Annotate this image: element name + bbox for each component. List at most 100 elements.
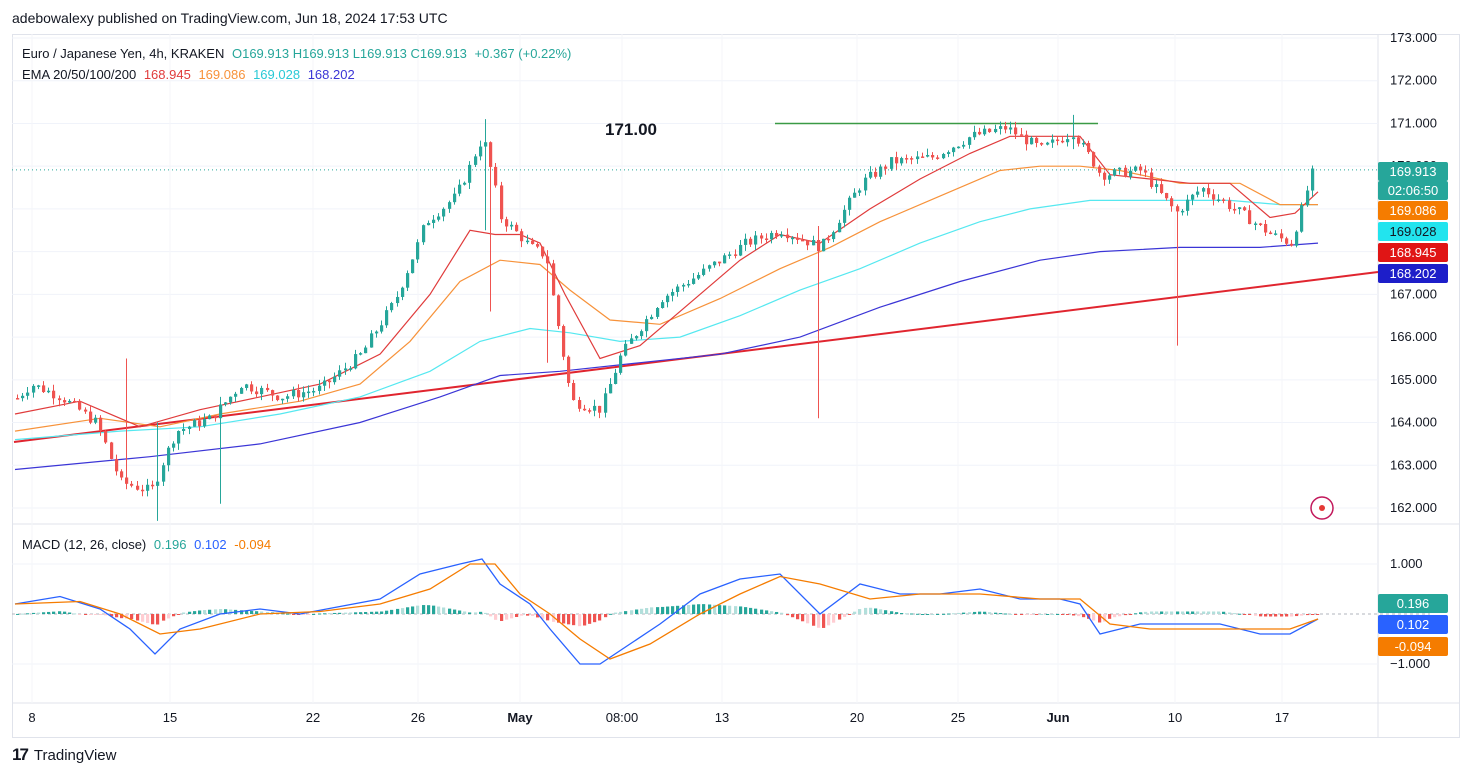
macd-histogram-bar — [1061, 614, 1065, 615]
macd-histogram-bar — [531, 614, 535, 616]
candle-body — [1254, 223, 1258, 225]
macd-histogram-bar — [968, 612, 972, 614]
macd-histogram-bar — [640, 608, 644, 614]
macd-tick-label: 1.000 — [1390, 556, 1423, 571]
macd-histogram-bar — [281, 613, 285, 615]
macd-histogram-bar — [1217, 611, 1221, 614]
macd-histogram-bar — [895, 612, 899, 614]
macd-histogram-bar — [427, 605, 431, 614]
candle-body — [552, 263, 556, 296]
candle-body — [411, 259, 415, 274]
candle-body — [567, 356, 571, 384]
symbol-title: Euro / Japanese Yen, 4h, KRAKEN — [22, 46, 225, 61]
macd-histogram-bar — [1035, 614, 1039, 615]
ema100-value: 169.028 — [253, 67, 301, 82]
candle-body — [458, 184, 462, 194]
candle-body — [271, 390, 275, 396]
candle-body — [760, 235, 764, 239]
candle-body — [1124, 167, 1128, 177]
candle-body — [791, 237, 795, 240]
macd-histogram-bar — [167, 614, 171, 619]
macd-histogram-bar — [1066, 614, 1070, 615]
candle-body — [1066, 139, 1070, 143]
candle-body — [1274, 233, 1278, 235]
candle-body — [796, 237, 800, 240]
macd-histogram-bar — [1243, 614, 1247, 615]
candle-body — [1280, 233, 1284, 239]
candle-body — [505, 219, 509, 227]
macd-histogram-bar — [552, 614, 556, 622]
candle-body — [1113, 169, 1117, 176]
macd-histogram-bar — [962, 612, 966, 614]
candle-body — [208, 415, 212, 420]
macd-histogram-bar — [156, 614, 160, 625]
macd-histogram-bar — [323, 613, 327, 615]
macd-histogram-bar — [884, 610, 888, 614]
macd-histogram-bar — [396, 608, 400, 614]
candle-body — [708, 265, 712, 269]
candle-body — [427, 222, 431, 226]
macd-label: MACD (12, 26, close) — [22, 537, 147, 552]
candle-body — [604, 393, 608, 413]
macd-histogram-bar — [229, 609, 233, 614]
candle-body — [463, 182, 467, 185]
candle-body — [749, 238, 753, 245]
macd-histogram-bar — [73, 613, 77, 615]
candle-body — [94, 417, 98, 423]
candle-body — [624, 343, 628, 356]
candle-body — [1212, 194, 1216, 200]
candle-body — [500, 185, 504, 220]
candle-body — [531, 240, 535, 245]
macd-histogram-bar — [94, 614, 98, 615]
candle-body — [1009, 127, 1013, 130]
candle-body — [52, 390, 56, 399]
macd-histogram-bar — [453, 609, 457, 614]
macd-histogram-bar — [162, 614, 166, 621]
macd-histogram-bar — [463, 611, 467, 614]
price-tick-label: 166.000 — [1390, 329, 1437, 344]
macd-histogram-bar — [635, 609, 639, 614]
brand-name: TradingView — [33, 746, 117, 764]
macd-histogram-bar — [1311, 614, 1315, 615]
candle-body — [219, 404, 223, 419]
footer-brand[interactable]: 17 TradingView — [12, 745, 116, 765]
candle-body — [1290, 243, 1294, 246]
candle-body — [931, 154, 935, 158]
macd-histogram-bar — [411, 606, 415, 614]
macd-histogram-bar — [749, 607, 753, 614]
macd-histogram-bar — [1254, 614, 1258, 616]
macd-histogram-bar — [448, 608, 452, 614]
candle-body — [682, 284, 686, 287]
ema20-line — [14, 135, 1319, 428]
candle-body — [396, 296, 400, 304]
candle-body — [671, 292, 675, 296]
macd-histogram-bar — [1259, 614, 1263, 617]
macd-histogram-bar — [692, 604, 696, 614]
candle-body — [510, 224, 514, 227]
macd-signal-value: -0.094 — [234, 537, 272, 552]
candle-body — [1014, 127, 1018, 135]
price-tick-label: 164.000 — [1390, 415, 1437, 430]
candle-body — [890, 157, 894, 169]
macd-histogram-bar — [208, 609, 212, 614]
candle-body — [104, 431, 108, 443]
macd-histogram-bar — [650, 607, 654, 614]
macd-histogram-bar — [734, 606, 738, 614]
candle-body — [905, 158, 909, 160]
macd-histogram-bar — [328, 613, 332, 615]
candle-body — [151, 484, 155, 487]
macd-histogram-bar — [687, 604, 691, 614]
candle-body — [1264, 223, 1268, 233]
macd-histogram-bar — [1103, 614, 1107, 622]
candle-body — [255, 391, 259, 395]
candle-body — [994, 128, 998, 133]
macd-histogram-bar — [541, 614, 545, 619]
macd-histogram-bar — [614, 612, 618, 614]
candle-body — [744, 238, 748, 245]
macd-line-value: 0.102 — [194, 537, 227, 552]
candle-body — [1061, 140, 1065, 143]
candle-body — [359, 353, 363, 355]
macd-histogram-bar — [921, 614, 925, 615]
macd-histogram-bar — [973, 611, 977, 614]
